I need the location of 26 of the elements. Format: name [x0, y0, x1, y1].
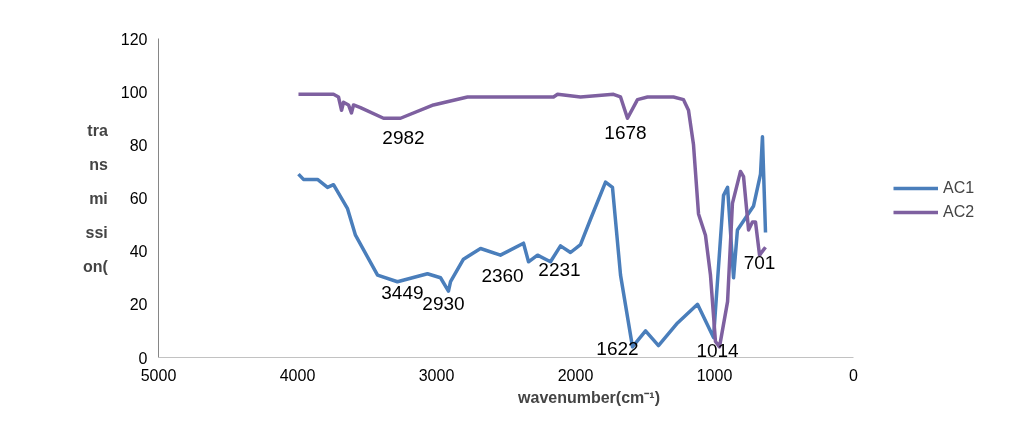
annotation: 3449	[381, 282, 424, 304]
x-tick-label: 2000	[557, 366, 594, 384]
annotation: 1678	[604, 121, 647, 143]
x-tick-label: 4000	[279, 366, 316, 384]
y-axis-title: transmission(	[82, 121, 109, 275]
annotation: 2231	[538, 259, 581, 281]
annotation: 2930	[422, 292, 465, 314]
annotation: 2982	[382, 126, 425, 148]
annotation: 701	[743, 251, 776, 273]
y-tick-label: 60	[129, 190, 148, 207]
x-tick-label: 1000	[696, 366, 733, 384]
x-tick-label: 0	[849, 366, 859, 384]
annotation: 1622	[596, 338, 639, 360]
y-tick-label: 0	[138, 349, 148, 367]
annotation: 1014	[696, 340, 740, 362]
legend-label: AC2	[943, 203, 975, 221]
x-tick-label: 3000	[418, 366, 455, 384]
annotation: 2360	[481, 265, 524, 287]
y-tick-label: 80	[129, 136, 148, 154]
legend-label: AC1	[943, 179, 975, 197]
y-tick-label: 40	[129, 243, 148, 261]
y-tick-label: 120	[120, 30, 148, 48]
x-axis-title: wavenumber(cm⁻¹)	[517, 388, 660, 406]
x-tick-label: 5000	[140, 366, 177, 384]
y-tick-label: 100	[120, 83, 148, 101]
y-tick-label: 20	[129, 296, 148, 314]
